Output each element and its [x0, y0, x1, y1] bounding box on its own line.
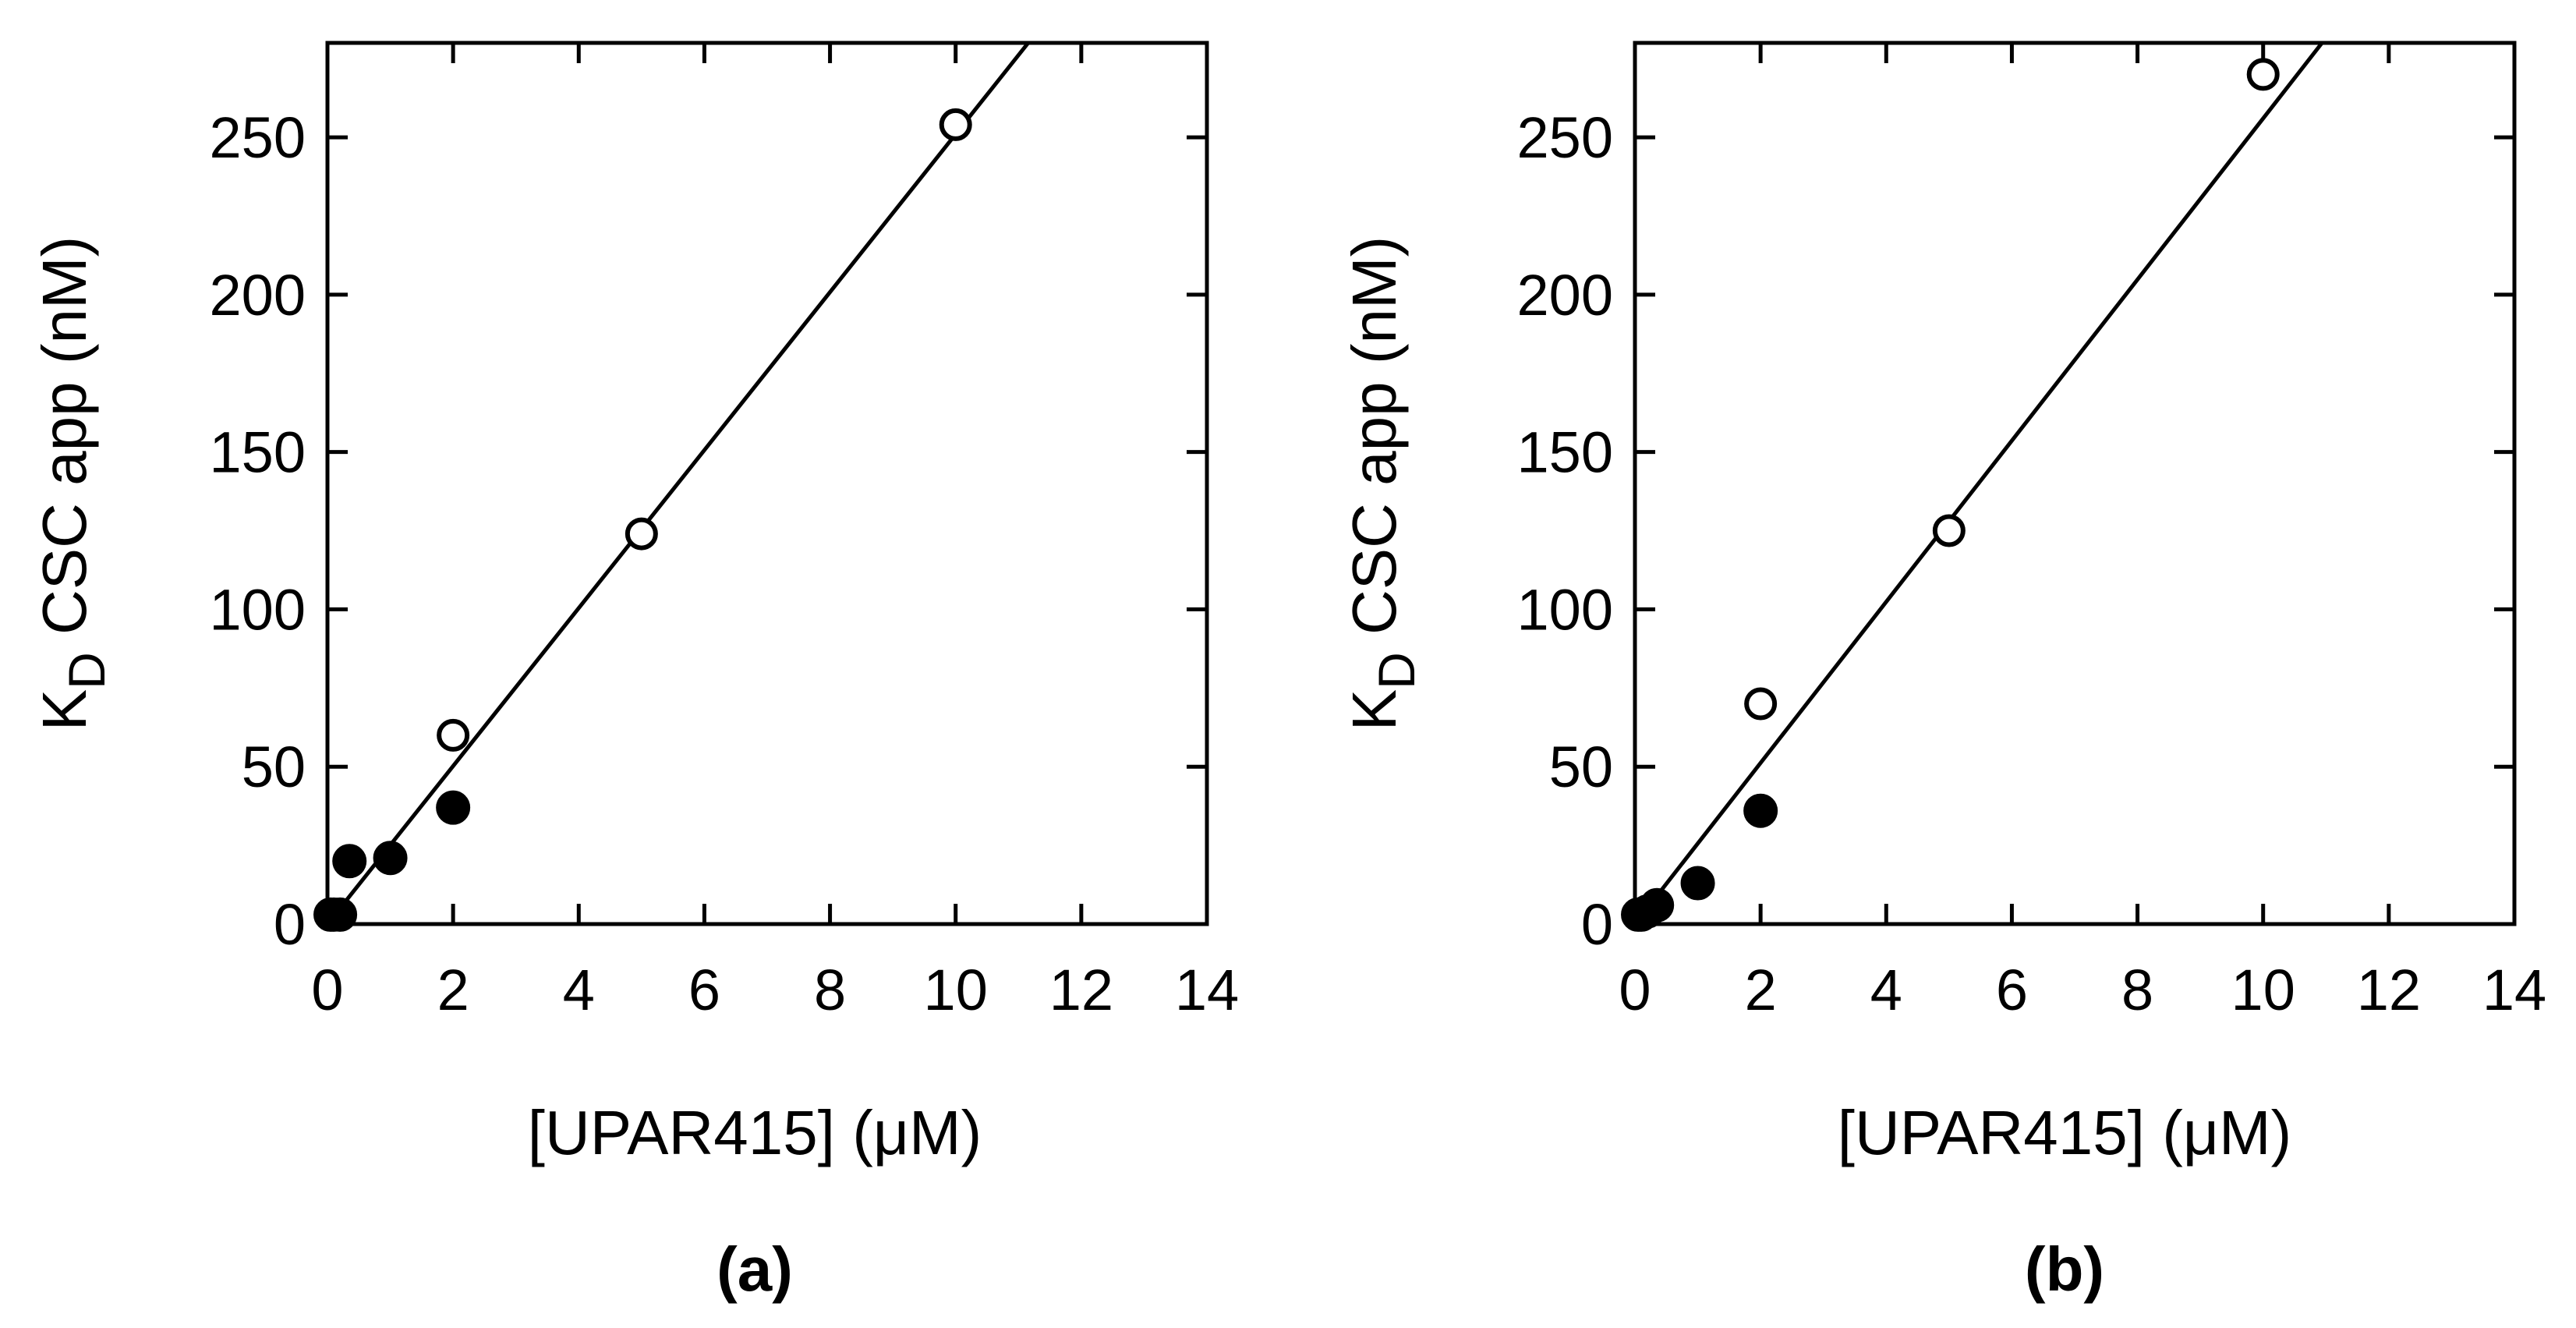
y-axis-label-main: K	[30, 689, 99, 731]
x-tick-label: 12	[2357, 958, 2421, 1022]
open-data-point	[939, 108, 972, 141]
filled-data-point	[1743, 793, 1778, 828]
x-tick-label: 14	[1175, 958, 1239, 1022]
plot-frame	[1633, 41, 2517, 926]
y-tick-label: 200	[1517, 263, 1613, 328]
filled-data-point	[323, 897, 358, 932]
filled-data-point	[332, 844, 367, 879]
filled-data-point	[1640, 887, 1675, 923]
y-axis-label-sub: D	[1368, 652, 1425, 689]
x-tick-label: 8	[814, 958, 846, 1022]
y-axis-label-rest: CSC app (nM)	[30, 236, 99, 652]
x-tick-label: 8	[2121, 958, 2153, 1022]
y-tick-label: 0	[1581, 892, 1613, 957]
open-data-point	[437, 718, 470, 752]
y-tick-label: 50	[1549, 735, 1613, 799]
x-tick-label: 12	[1049, 958, 1113, 1022]
open-data-point	[1932, 514, 1966, 547]
y-axis-label: KD CSC app (nM)	[30, 236, 115, 731]
x-tick-label: 6	[688, 958, 720, 1022]
chart-panel-b: 0 2 4 6 8 10 12 14 0 50 100 150 200 250 [UPAR415] (μM)…	[1339, 41, 2546, 1304]
filled-data-point	[436, 790, 471, 825]
chart-panel-a: 0 2 4 6 8 10 12 14 0 50 100 150 200 250 [UPAR415] (μM)…	[30, 41, 1239, 1304]
y-tick-label: 150	[210, 420, 306, 485]
x-tick-label: 0	[1619, 958, 1651, 1022]
y-axis-label: KD CSC app (nM)	[1339, 236, 1425, 731]
open-data-point	[2246, 58, 2280, 91]
x-tick-label: 6	[1996, 958, 2028, 1022]
x-tick-label: 10	[2231, 958, 2295, 1022]
y-tick-label: 250	[1517, 105, 1613, 170]
fit-line	[1635, 43, 2324, 924]
y-tick-label: 150	[1517, 420, 1613, 485]
x-tick-label: 4	[563, 958, 595, 1022]
y-axis-label-rest: CSC app (nM)	[1339, 236, 1409, 652]
x-tick-label: 14	[2482, 958, 2546, 1022]
filled-data-point	[373, 841, 408, 876]
y-tick-label: 200	[210, 263, 306, 328]
y-tick-label: 0	[274, 892, 306, 957]
x-tick-label: 2	[437, 958, 469, 1022]
y-axis-label-main: K	[1339, 689, 1409, 731]
x-tick-label: 2	[1745, 958, 1777, 1022]
panel-label: (a)	[717, 1234, 793, 1304]
fit-line	[327, 43, 1030, 924]
x-tick-label: 10	[924, 958, 988, 1022]
y-axis-label-sub: D	[58, 652, 115, 689]
filled-data-point	[1680, 866, 1715, 901]
y-tick-label: 50	[242, 735, 306, 799]
x-axis-label: [UPAR415] (μM)	[1838, 1098, 2292, 1167]
x-axis-label: [UPAR415] (μM)	[528, 1098, 982, 1167]
y-tick-label: 250	[210, 105, 306, 170]
x-tick-label: 4	[1870, 958, 1902, 1022]
open-data-point	[1744, 687, 1778, 721]
y-tick-label: 100	[1517, 577, 1613, 642]
panel-label: (b)	[2025, 1234, 2104, 1304]
y-tick-label: 100	[210, 577, 306, 642]
plot-frame	[325, 41, 1209, 926]
x-tick-label: 0	[311, 958, 343, 1022]
open-data-point	[625, 517, 658, 551]
